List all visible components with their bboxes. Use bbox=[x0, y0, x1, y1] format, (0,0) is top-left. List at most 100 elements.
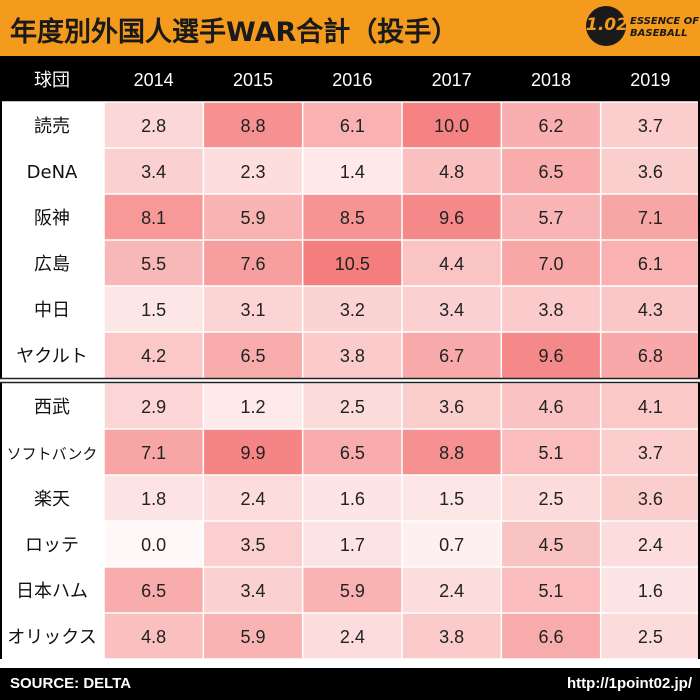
value-cell bbox=[402, 475, 502, 521]
value-cell bbox=[104, 429, 204, 475]
value-cell bbox=[104, 567, 204, 613]
value-cell bbox=[402, 429, 502, 475]
value-label: 2.5 bbox=[638, 627, 663, 647]
value-cell bbox=[104, 240, 204, 286]
team-cell bbox=[0, 613, 104, 659]
value-label: 9.6 bbox=[439, 208, 464, 228]
value-cell bbox=[302, 613, 402, 659]
value-label: 4.4 bbox=[439, 254, 464, 274]
value-cell bbox=[104, 102, 204, 148]
value-label: 5.5 bbox=[141, 254, 166, 274]
value-label: 0.7 bbox=[439, 535, 464, 555]
value-label: 7.1 bbox=[638, 208, 663, 228]
team-name: DeNA bbox=[27, 162, 78, 183]
value-cell bbox=[104, 194, 204, 240]
value-cell bbox=[501, 194, 601, 240]
value-cell bbox=[302, 240, 402, 286]
team-cell bbox=[0, 240, 104, 286]
value-cell bbox=[402, 148, 502, 194]
value-cell bbox=[501, 567, 601, 613]
value-cell bbox=[302, 567, 402, 613]
logo-text: ESSENCE OF BASEBALL bbox=[630, 16, 699, 40]
value-cell bbox=[203, 194, 303, 240]
value-cell bbox=[600, 240, 700, 286]
value-label: 4.8 bbox=[141, 627, 166, 647]
value-cell bbox=[203, 332, 303, 378]
value-label: 1.7 bbox=[340, 535, 365, 555]
value-label: 2.4 bbox=[340, 627, 365, 647]
value-cell bbox=[501, 521, 601, 567]
value-label: 10.5 bbox=[335, 254, 370, 274]
value-cell bbox=[600, 383, 700, 429]
value-cell bbox=[104, 613, 204, 659]
value-label: 8.1 bbox=[141, 208, 166, 228]
team-name: ロッテ bbox=[25, 535, 79, 556]
value-label: 5.1 bbox=[538, 581, 563, 601]
corner-label: 球団 bbox=[34, 70, 70, 91]
value-label: 3.4 bbox=[240, 581, 265, 601]
value-cell bbox=[402, 102, 502, 148]
value-cell bbox=[402, 194, 502, 240]
value-cell bbox=[302, 194, 402, 240]
value-cell bbox=[501, 383, 601, 429]
value-label: 5.9 bbox=[240, 208, 265, 228]
value-label: 6.1 bbox=[638, 254, 663, 274]
value-cell bbox=[203, 521, 303, 567]
value-cell bbox=[302, 429, 402, 475]
value-cell bbox=[203, 429, 303, 475]
value-cell bbox=[501, 332, 601, 378]
value-label: 6.1 bbox=[340, 116, 365, 136]
value-label: 3.1 bbox=[240, 300, 265, 320]
value-cell bbox=[203, 567, 303, 613]
value-cell bbox=[600, 332, 700, 378]
value-label: 1.5 bbox=[141, 300, 166, 320]
value-label: 4.8 bbox=[439, 162, 464, 182]
value-label: 6.8 bbox=[638, 346, 663, 366]
value-label: 3.4 bbox=[439, 300, 464, 320]
value-label: 3.6 bbox=[638, 162, 663, 182]
value-label: 4.6 bbox=[538, 397, 563, 417]
value-label: 10.0 bbox=[434, 116, 469, 136]
chart-title: 年度別外国人選手WAR合計（投手） bbox=[10, 17, 459, 48]
value-cell bbox=[501, 475, 601, 521]
team-name: 日本ハム bbox=[16, 581, 88, 602]
value-label: 3.7 bbox=[638, 443, 663, 463]
value-label: 2.5 bbox=[340, 397, 365, 417]
value-label: 6.2 bbox=[538, 116, 563, 136]
value-label: 1.6 bbox=[340, 489, 365, 509]
team-cell bbox=[0, 567, 104, 613]
value-cell bbox=[600, 521, 700, 567]
value-cell bbox=[203, 240, 303, 286]
value-label: 3.6 bbox=[439, 397, 464, 417]
value-cell bbox=[402, 383, 502, 429]
site-url[interactable]: http://1point02.jp/ bbox=[567, 675, 692, 692]
value-cell bbox=[104, 383, 204, 429]
value-label: 0.0 bbox=[141, 535, 166, 555]
value-cell bbox=[104, 332, 204, 378]
value-cell bbox=[302, 102, 402, 148]
value-cell bbox=[501, 102, 601, 148]
title-bar: 年度別外国人選手WAR合計（投手） 1.02 ESSENCE OF BASEBA… bbox=[0, 0, 700, 56]
team-cell bbox=[0, 148, 104, 194]
column-header-2016: 2016 bbox=[332, 70, 372, 90]
value-cell bbox=[600, 148, 700, 194]
war-heatmap-table: 球団 2014 2015 2016 2017 2018 2019 読売 2.8 8.8 6.1 10.… bbox=[0, 56, 700, 660]
column-header-2018: 2018 bbox=[531, 70, 571, 90]
value-label: 7.0 bbox=[538, 254, 563, 274]
value-label: 8.8 bbox=[439, 443, 464, 463]
value-label: 8.5 bbox=[340, 208, 365, 228]
value-label: 4.2 bbox=[141, 346, 166, 366]
team-name: 楽天 bbox=[34, 489, 70, 510]
column-header-2015: 2015 bbox=[233, 70, 273, 90]
team-cell bbox=[0, 475, 104, 521]
value-cell bbox=[501, 240, 601, 286]
value-label: 6.7 bbox=[439, 346, 464, 366]
value-cell bbox=[402, 286, 502, 332]
team-name: 広島 bbox=[34, 254, 70, 275]
value-label: 9.9 bbox=[240, 443, 265, 463]
value-label: 2.3 bbox=[240, 162, 265, 182]
value-label: 4.5 bbox=[538, 535, 563, 555]
value-label: 2.4 bbox=[240, 489, 265, 509]
team-name: 読売 bbox=[34, 116, 70, 137]
value-label: 8.8 bbox=[240, 116, 265, 136]
